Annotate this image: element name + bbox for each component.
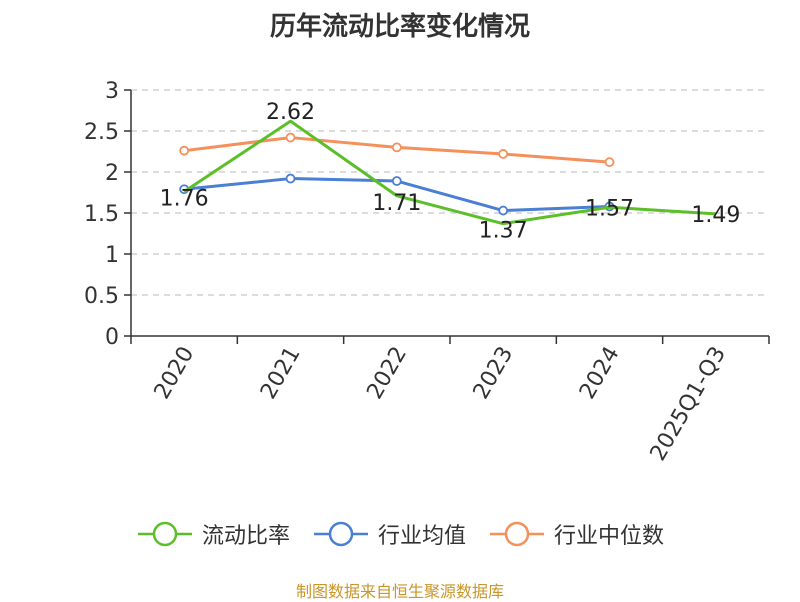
series-line bbox=[183, 119, 716, 226]
legend-circle bbox=[504, 521, 530, 547]
x-tick-label: 2022 bbox=[362, 343, 412, 404]
y-tick-label: 2 bbox=[105, 161, 119, 186]
legend-item[interactable]: 行业均值 bbox=[312, 518, 466, 550]
series-point bbox=[391, 142, 402, 153]
data-label: 1.37 bbox=[479, 219, 528, 244]
series-lines bbox=[179, 119, 716, 226]
y-tick-label: 1 bbox=[105, 243, 119, 268]
x-tick-label: 2020 bbox=[150, 343, 200, 404]
series-point bbox=[285, 132, 296, 143]
data-label: 1.49 bbox=[691, 203, 740, 228]
y-tick-label: 0 bbox=[105, 325, 119, 350]
y-tick-label: 2.5 bbox=[84, 120, 119, 145]
axes: 0 0.5 1 1.5 2 2.5 3 2020 2021 2022 2023 2024 2025Q1-… bbox=[84, 79, 770, 466]
source-note: 制图数据来自恒生聚源数据库 bbox=[295, 582, 504, 601]
data-label: 2.62 bbox=[266, 100, 315, 125]
x-tick-label: 2024 bbox=[575, 343, 625, 404]
legend-label: 行业中位数 bbox=[554, 524, 665, 549]
data-label: 1.76 bbox=[160, 187, 209, 212]
legend-swatch-icon bbox=[313, 521, 368, 547]
x-tick-label: 2023 bbox=[469, 343, 519, 404]
series-point bbox=[498, 149, 509, 159]
y-tick-label: 0.5 bbox=[84, 284, 119, 309]
x-tick-label: 2021 bbox=[256, 343, 306, 404]
series-point bbox=[285, 173, 296, 184]
legend-label: 流动比率 bbox=[201, 524, 290, 549]
chart-title: 历年流动比率变化情况 bbox=[269, 12, 530, 42]
data-labels: 1.76 2.62 1.71 1.37 1.57 1.49 bbox=[160, 100, 741, 244]
y-tick-label: 1.5 bbox=[84, 202, 119, 227]
x-tick-label: 2025Q1-Q3 bbox=[646, 343, 731, 466]
legend-item[interactable]: 行业中位数 bbox=[488, 518, 664, 550]
legend-label: 行业均值 bbox=[377, 524, 466, 549]
data-label: 1.57 bbox=[585, 196, 634, 221]
legend: 流动比率 行业均值 行业中位数 bbox=[0, 518, 800, 550]
y-tick-label: 3 bbox=[105, 79, 119, 104]
data-label: 1.71 bbox=[372, 191, 421, 216]
grid-lines bbox=[131, 89, 769, 296]
series-point bbox=[391, 176, 402, 186]
legend-swatch-icon bbox=[137, 521, 192, 547]
legend-swatch-icon bbox=[490, 521, 544, 547]
series-point bbox=[179, 145, 190, 156]
legend-circle bbox=[152, 521, 178, 547]
legend-item[interactable]: 流动比率 bbox=[136, 518, 290, 550]
series-point bbox=[498, 205, 509, 216]
series-point bbox=[604, 157, 615, 168]
legend-circle bbox=[328, 521, 354, 547]
